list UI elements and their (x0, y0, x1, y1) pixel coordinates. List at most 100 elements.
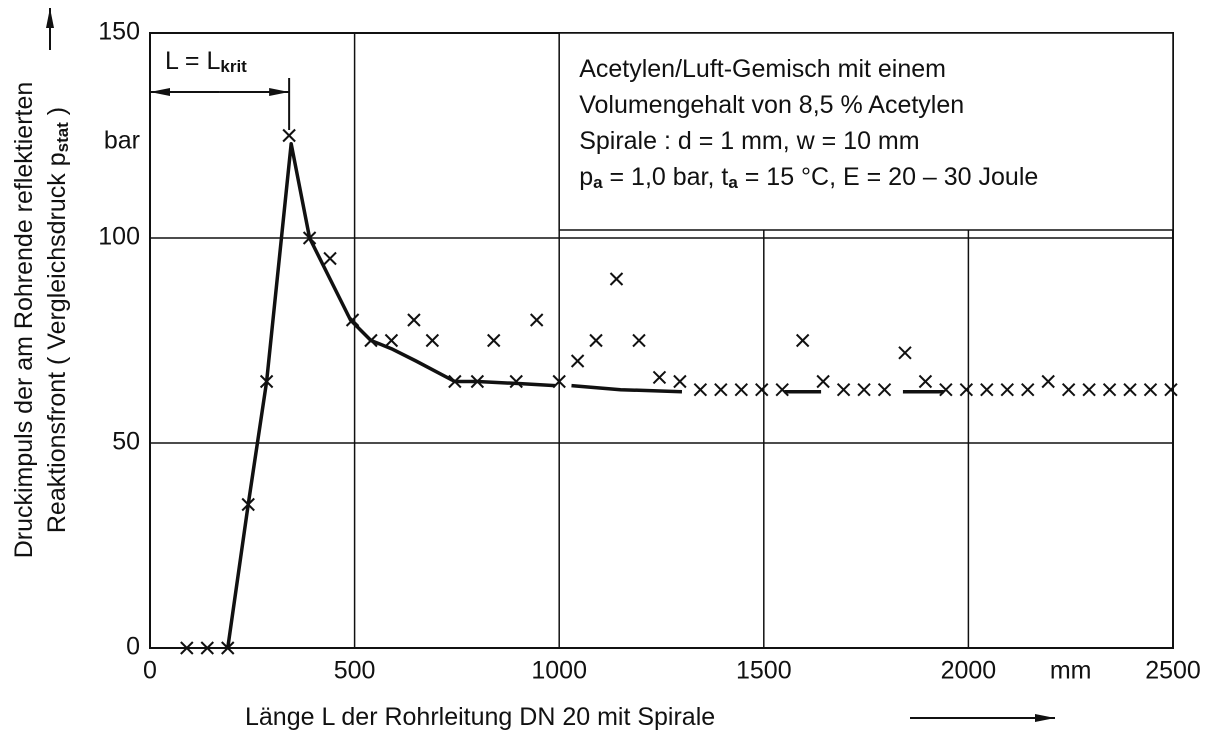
x-marker (282, 128, 296, 143)
critical-label-part: krit (220, 57, 247, 76)
x-marker-stroke (632, 333, 646, 348)
x-marker (259, 374, 274, 389)
x-marker-stroke (734, 382, 749, 397)
x-marker (939, 382, 953, 397)
x-marker-stroke (1102, 382, 1117, 397)
x-marker-stroke (1041, 374, 1055, 389)
x-marker-stroke (1143, 382, 1158, 397)
x-axis-label: Länge L der Rohrleitung DN 20 mit Spiral… (245, 703, 715, 731)
x-marker (529, 313, 544, 327)
x-marker (632, 333, 646, 348)
annotation-line-part: Volumengehalt von 8,5 % Acetylen (579, 91, 964, 119)
x-marker-stroke (755, 382, 769, 397)
x-marker (1082, 382, 1096, 397)
x-tick-label: 1000 (531, 657, 587, 685)
x-marker-stroke (180, 641, 194, 655)
critical-label-part: L = L (165, 47, 220, 75)
x-marker-stroke (816, 374, 830, 389)
x-marker (898, 346, 912, 360)
x-marker-stroke (1164, 382, 1178, 397)
x-marker-stroke (836, 382, 851, 397)
annotation-line-part: a (593, 173, 603, 192)
annotation-line: pa = 1,0 bar, ta = 15 °C, E = 20 – 30 Jo… (579, 163, 1038, 192)
x-marker-stroke (1061, 382, 1076, 397)
y-axis-label: Reaktionsfront ( Vergleichsdruck pstat ) (43, 107, 72, 533)
annotation-line: Volumengehalt von 8,5 % Acetylen (579, 91, 964, 119)
x-marker-stroke (795, 333, 810, 348)
x-marker-stroke (407, 313, 421, 327)
annotation-line-part: p (579, 163, 593, 191)
x-marker-stroke (345, 313, 360, 327)
x-marker (487, 333, 501, 348)
x-tick-label: 2500 (1145, 657, 1201, 685)
x-tick-label: 1500 (736, 657, 792, 685)
x-marker (775, 382, 789, 397)
x-marker (221, 641, 235, 655)
x-marker (302, 231, 317, 245)
x-marker-stroke (1000, 382, 1014, 397)
annotation-line-part: a (728, 173, 738, 192)
x-marker-stroke (282, 128, 296, 143)
x-marker (384, 333, 399, 348)
x-marker (714, 382, 728, 397)
curve (226, 141, 944, 649)
x-marker (470, 374, 485, 389)
x-tick-label: 2000 (941, 657, 997, 685)
x-marker (857, 382, 871, 397)
x-marker (1041, 374, 1055, 389)
y-tick-label: 100 (98, 223, 140, 251)
x-marker (241, 497, 255, 512)
x-marker (1164, 382, 1178, 397)
y-tick-label: 150 (98, 18, 140, 46)
x-marker-stroke (857, 382, 871, 397)
x-marker (755, 382, 769, 397)
x-marker-stroke (775, 382, 789, 397)
x-marker (345, 313, 360, 327)
x-marker (816, 374, 830, 389)
x-marker-stroke (384, 333, 399, 348)
x-marker-stroke (693, 382, 708, 397)
x-marker-stroke (552, 374, 566, 389)
x-marker (570, 354, 585, 368)
x-marker-stroke (609, 272, 624, 286)
x-marker (200, 641, 214, 655)
x-marker (1021, 382, 1035, 397)
x-marker-stroke (302, 231, 317, 245)
x-tick-label: 500 (334, 657, 376, 685)
x-marker (734, 382, 749, 397)
x-marker (1061, 382, 1076, 397)
x-axis-label-part: Länge L der Rohrleitung DN 20 mit Spiral… (245, 703, 715, 731)
x-marker (980, 382, 994, 397)
x-marker-stroke (959, 382, 974, 397)
y-axis-label-part: stat (53, 122, 72, 153)
x-marker-stroke (364, 333, 378, 348)
x-marker (1000, 382, 1014, 397)
x-marker-stroke (1082, 382, 1096, 397)
x-marker (836, 382, 851, 397)
x-marker-stroke (323, 251, 337, 266)
x-marker-stroke (898, 346, 912, 360)
y-axis-label-part: ) (43, 107, 71, 122)
y-tick-label: 50 (112, 428, 140, 456)
annotation-line-part: Spirale : d = 1 mm, w = 10 mm (579, 127, 919, 155)
x-marker (652, 370, 667, 385)
x-marker-stroke (939, 382, 953, 397)
annotation-line: Acetylen/Luft-Gemisch mit einem (579, 55, 946, 83)
x-marker (1102, 382, 1117, 397)
x-marker-stroke (570, 354, 585, 368)
annotation-line-part: = 15 °C, E = 20 – 30 Joule (738, 163, 1038, 191)
x-marker-stroke (509, 374, 523, 389)
x-marker-stroke (1123, 382, 1137, 397)
x-marker (552, 374, 566, 389)
annotation-line: Spirale : d = 1 mm, w = 10 mm (579, 127, 919, 155)
x-marker-stroke (259, 374, 274, 389)
x-marker (180, 641, 194, 655)
x-marker-stroke (589, 333, 603, 348)
x-marker (959, 382, 974, 397)
y-axis-label-part: Druckimpuls der am Rohrende reflektierte… (10, 82, 38, 559)
y-unit: bar (104, 127, 140, 155)
x-marker-stroke (877, 382, 892, 397)
x-marker-stroke (241, 497, 255, 512)
critical-label: L = Lkrit (165, 47, 247, 76)
